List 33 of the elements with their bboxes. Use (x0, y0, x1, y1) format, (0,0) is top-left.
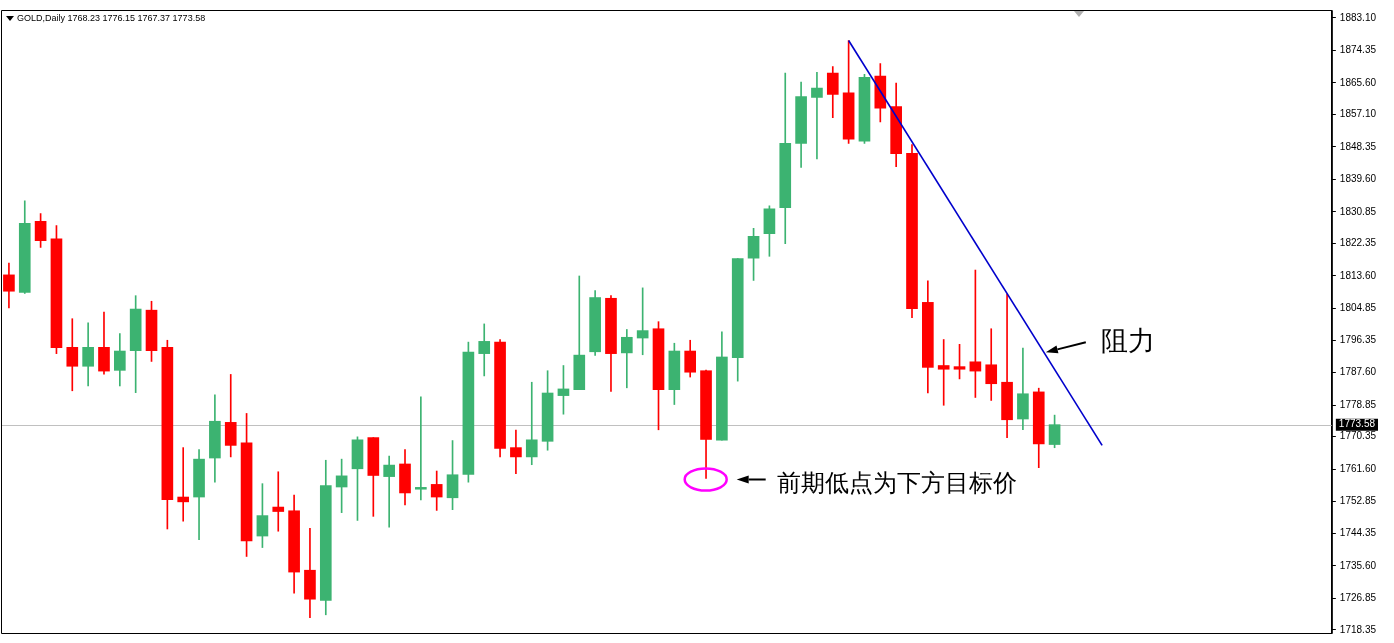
annotation: 阻力 (1100, 325, 1155, 357)
y-tick-label: 1830.85 (1339, 205, 1377, 217)
candlestick (937, 339, 950, 406)
y-tick-label: 1787.60 (1339, 366, 1377, 378)
ref-line-label: 1773.58 (1338, 418, 1376, 430)
y-tick-label: 1718.35 (1339, 623, 1377, 635)
y-tick-label: 1744.35 (1339, 527, 1377, 538)
y-tick-label: 1778.85 (1339, 398, 1377, 410)
y-tick-label: 1770.35 (1339, 430, 1377, 442)
y-tick-label: 1874.35 (1339, 44, 1377, 56)
candlestick (415, 396, 427, 501)
candlestick (525, 381, 538, 466)
y-tick-label: 1735.60 (1339, 559, 1377, 571)
y-tick-label: 1857.10 (1339, 108, 1377, 120)
candlestick (510, 429, 522, 474)
y-tick-label: 1813.60 (1339, 269, 1377, 281)
y-tick-label: 1796.35 (1339, 333, 1377, 345)
y-tick-label: 1883.10 (1339, 11, 1377, 23)
y-tick-label: 1822.35 (1339, 237, 1377, 249)
chart-title: GOLD,Daily 1768.23 1776.15 1767.37 1773.58 (17, 13, 206, 24)
y-tick-label: 1726.85 (1339, 592, 1377, 604)
candlestick (811, 72, 823, 160)
y-tick-label: 1804.85 (1339, 302, 1377, 314)
y-tick-label: 1848.35 (1339, 140, 1377, 152)
candlestick (478, 323, 491, 377)
annotation: 前期低点为下方目标价 (776, 469, 1017, 498)
candlestick (177, 447, 190, 522)
y-tick-label: 1865.60 (1339, 76, 1377, 88)
y-tick-label: 1752.85 (1339, 495, 1377, 507)
candlestick (383, 455, 395, 528)
candlestick (272, 471, 285, 532)
y-tick-label: 1839.60 (1339, 173, 1377, 185)
y-tick-label: 1761.60 (1339, 462, 1377, 474)
